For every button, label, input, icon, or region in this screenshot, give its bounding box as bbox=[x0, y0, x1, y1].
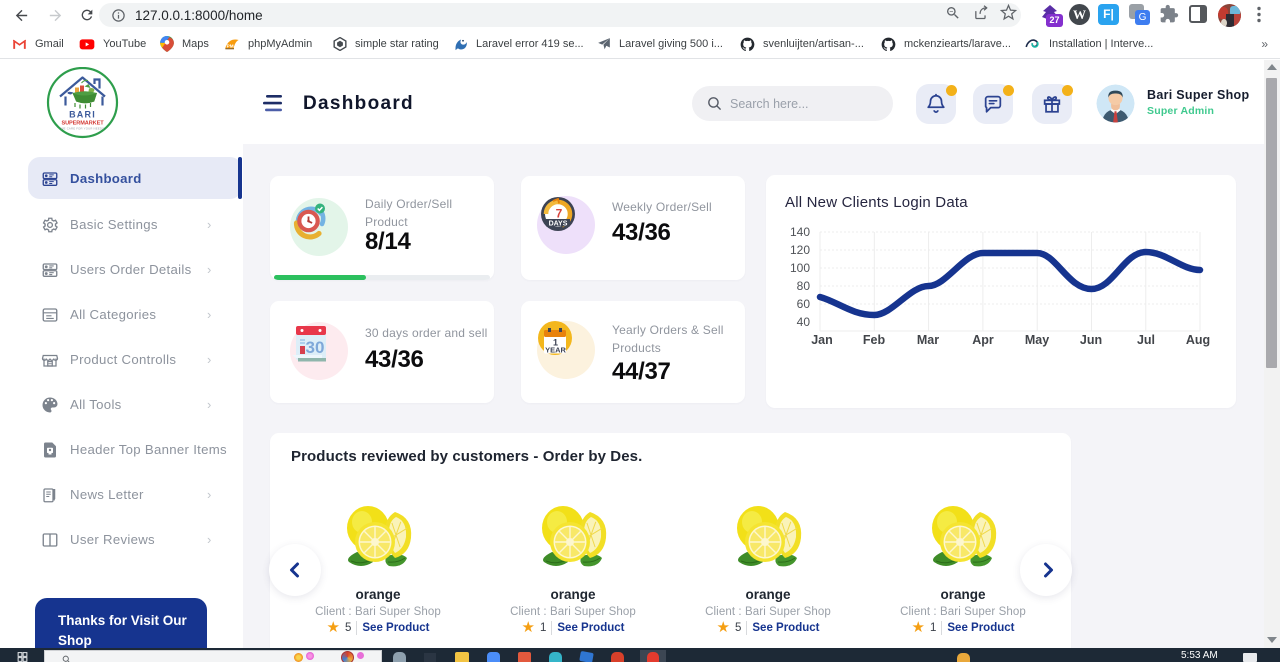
svg-text:SUPERMARKET: SUPERMARKET bbox=[61, 121, 104, 127]
svg-text:PMA: PMA bbox=[227, 43, 238, 48]
svg-text:BARI: BARI bbox=[69, 110, 96, 120]
svg-text:WE CARE FOR YOUR NEEDS: WE CARE FOR YOUR NEEDS bbox=[61, 127, 104, 131]
